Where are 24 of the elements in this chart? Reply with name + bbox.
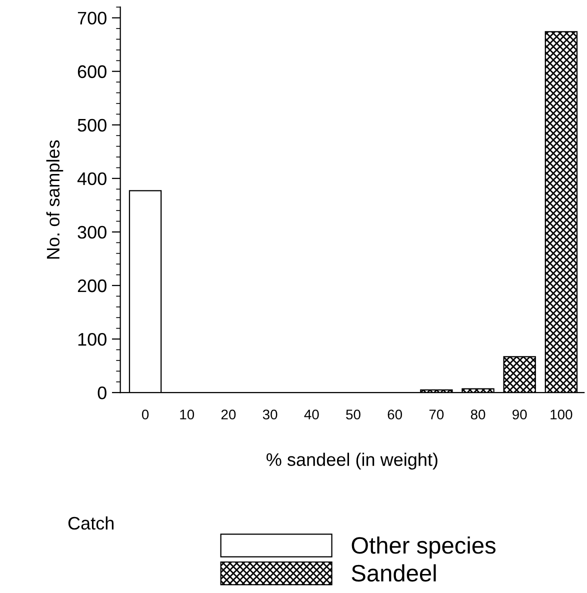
y-tick-label: 400 [77,172,106,186]
y-tick-label: 0 [98,386,106,400]
y-axis-title: No. of samples [46,140,64,259]
x-tick-label: 100 [550,410,572,420]
legend-label: Sandeel [352,564,436,582]
y-tick-label: 300 [78,226,106,239]
x-tick-label: 30 [262,410,278,420]
x-tick-label: 70 [429,410,444,420]
legend-label: Other species [352,536,496,558]
y-tick-label: 500 [78,118,106,132]
y-tick-label: 100 [78,332,106,346]
x-tick-label: 90 [512,410,527,420]
x-tick-label: 80 [470,410,486,420]
x-tick-label: 50 [346,410,360,420]
x-tick-label: 40 [304,410,319,420]
x-axis-title: % sandeel (in weight) [266,452,438,470]
y-tick-label: 600 [78,65,106,78]
y-tick-label: 200 [78,279,106,292]
legend-title: Catch [68,516,114,530]
x-tick-label: 60 [388,410,402,420]
y-tick-label: 700 [78,12,106,25]
x-tick-label: 0 [142,410,149,420]
x-tick-label: 10 [180,410,194,420]
x-tick-label: 20 [221,410,236,420]
